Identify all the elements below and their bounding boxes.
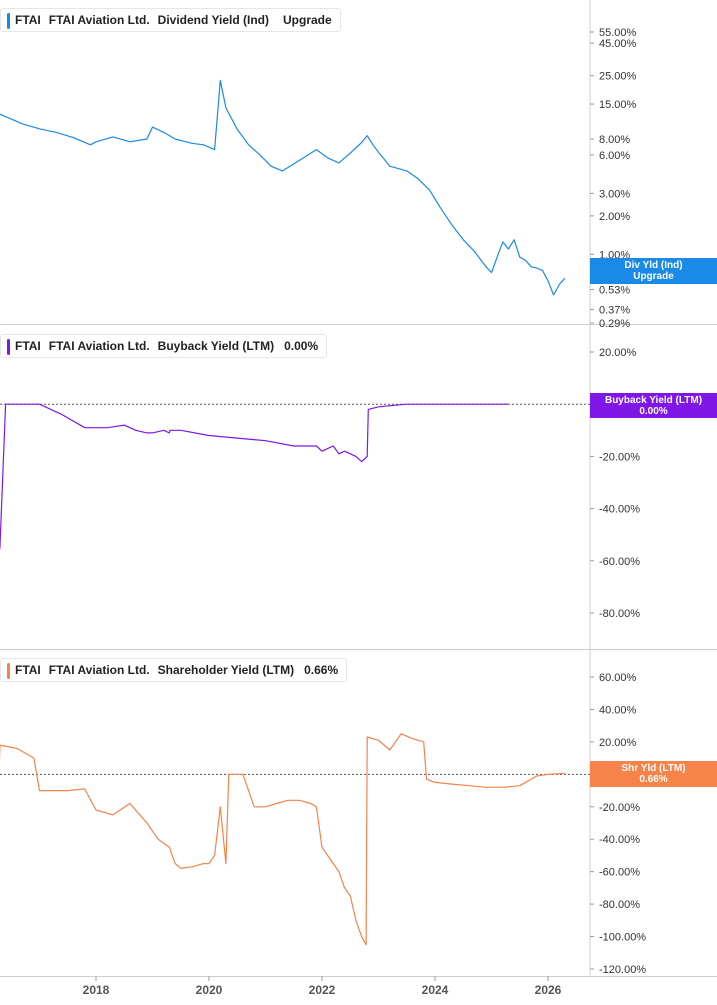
x-tick-label: 2026 bbox=[535, 983, 562, 997]
y-tick-label: 0.53% bbox=[599, 285, 630, 297]
y-tick-label: 20.00% bbox=[599, 347, 637, 359]
tag-line2: Upgrade bbox=[633, 271, 674, 282]
legend-company: FTAI Aviation Ltd. bbox=[48, 13, 150, 27]
legend-buyback-yield[interactable]: FTAI FTAI Aviation Ltd. Buyback Yield (L… bbox=[0, 334, 328, 358]
tag-dividend-yield: Div Yld (Ind) Upgrade bbox=[590, 258, 717, 284]
tag-line2: 0.66% bbox=[639, 774, 668, 785]
x-tick-label: 2020 bbox=[196, 983, 223, 997]
y-tick-label: 6.00% bbox=[599, 150, 630, 162]
series-color-swatch bbox=[7, 663, 10, 679]
y-tick-label: 3.00% bbox=[599, 188, 630, 200]
y-tick-label: -20.00% bbox=[599, 451, 640, 463]
legend-value: 0.66% bbox=[304, 663, 339, 677]
x-tick-label: 2024 bbox=[422, 983, 449, 997]
legend-company: FTAI Aviation Ltd. bbox=[48, 663, 150, 677]
y-tick-label: 8.00% bbox=[599, 134, 630, 146]
tag-line1: Div Yld (Ind) bbox=[624, 260, 683, 271]
y-tick-label: 40.00% bbox=[599, 704, 637, 716]
y-tick-label: -20.00% bbox=[599, 802, 640, 814]
y-tick-label: -40.00% bbox=[599, 834, 640, 846]
legend-company: FTAI Aviation Ltd. bbox=[48, 339, 150, 353]
series-line-0 bbox=[0, 79, 566, 296]
y-tick-label: -80.00% bbox=[599, 899, 640, 911]
x-tick-label: 2022 bbox=[309, 983, 336, 997]
tag-buyback-yield: Buyback Yield (LTM) 0.00% bbox=[590, 393, 717, 418]
series-line-2 bbox=[0, 733, 565, 946]
legend-value: 0.00% bbox=[284, 339, 319, 353]
y-tick-label: 55.00% bbox=[599, 27, 637, 39]
legend-metric: Buyback Yield (LTM) bbox=[157, 339, 275, 353]
tag-line2: 0.00% bbox=[639, 406, 668, 417]
y-tick-label: -80.00% bbox=[599, 608, 640, 620]
series-color-swatch bbox=[7, 13, 10, 29]
tag-shareholder-yield: Shr Yld (LTM) 0.66% bbox=[590, 761, 717, 787]
y-tick-label: -100.00% bbox=[599, 932, 646, 944]
legend-ticker: FTAI bbox=[15, 13, 41, 27]
y-tick-label: 60.00% bbox=[599, 672, 637, 684]
tag-line1: Buyback Yield (LTM) bbox=[604, 395, 703, 406]
series-line-1 bbox=[0, 403, 509, 551]
y-tick-label: 2.00% bbox=[599, 211, 630, 223]
tag-line1: Shr Yld (LTM) bbox=[621, 763, 686, 774]
y-tick-label: 45.00% bbox=[599, 38, 637, 50]
series-color-swatch bbox=[7, 339, 10, 355]
legend-ticker: FTAI bbox=[15, 339, 41, 353]
legend-shareholder-yield[interactable]: FTAI FTAI Aviation Ltd. Shareholder Yiel… bbox=[0, 658, 348, 682]
legend-metric: Shareholder Yield (LTM) bbox=[157, 663, 295, 677]
y-tick-label: 0.37% bbox=[599, 304, 630, 316]
y-tick-label: -40.00% bbox=[599, 504, 640, 516]
y-tick-label: 20.00% bbox=[599, 737, 637, 749]
legend-metric: Dividend Yield (Ind) bbox=[157, 13, 269, 27]
y-tick-label: 0.29% bbox=[599, 318, 630, 330]
legend-upgrade-link[interactable]: Upgrade bbox=[283, 13, 332, 27]
y-tick-label: 25.00% bbox=[599, 71, 637, 83]
legend-ticker: FTAI bbox=[15, 663, 41, 677]
y-tick-label: -120.00% bbox=[599, 964, 646, 976]
legend-dividend-yield[interactable]: FTAI FTAI Aviation Ltd. Dividend Yield (… bbox=[0, 8, 341, 32]
y-tick-label: -60.00% bbox=[599, 556, 640, 568]
y-tick-label: 15.00% bbox=[599, 99, 637, 111]
x-tick-label: 2018 bbox=[83, 983, 110, 997]
y-tick-label: -60.00% bbox=[599, 867, 640, 879]
